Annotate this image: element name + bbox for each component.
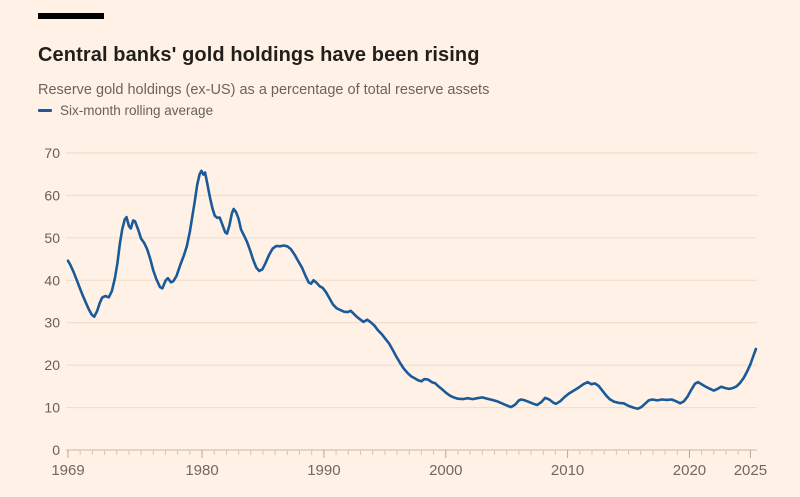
y-tick-label-10: 10 [44,400,60,416]
x-tick-label-2000: 2000 [429,462,462,479]
series-line-0 [66,169,758,411]
y-tick-label-70: 70 [44,145,60,161]
accent-bar [38,13,104,19]
y-tick-label-0: 0 [52,442,60,458]
legend: Six-month rolling average [38,103,213,118]
y-tick-label-30: 30 [44,315,60,331]
x-tick-label-1990: 1990 [307,462,340,479]
chart-title: Central banks' gold holdings have been r… [38,44,480,67]
legend-label: Six-month rolling average [60,103,214,118]
y-tick-label-40: 40 [44,272,60,288]
y-tick-label-60: 60 [44,187,60,203]
x-tick-label-2020: 2020 [673,462,706,479]
x-tick-label-1980: 1980 [185,462,218,479]
x-tick-label-1969: 1969 [51,462,84,479]
y-tick-label-50: 50 [44,230,60,246]
x-tick-label-2025: 2025 [734,462,767,479]
x-tick-label-2010: 2010 [551,462,584,479]
chart-subtitle: Reserve gold holdings (ex-US) as a perce… [38,81,490,98]
y-tick-label-20: 20 [44,357,60,373]
legend-line-swatch-icon [38,109,52,112]
